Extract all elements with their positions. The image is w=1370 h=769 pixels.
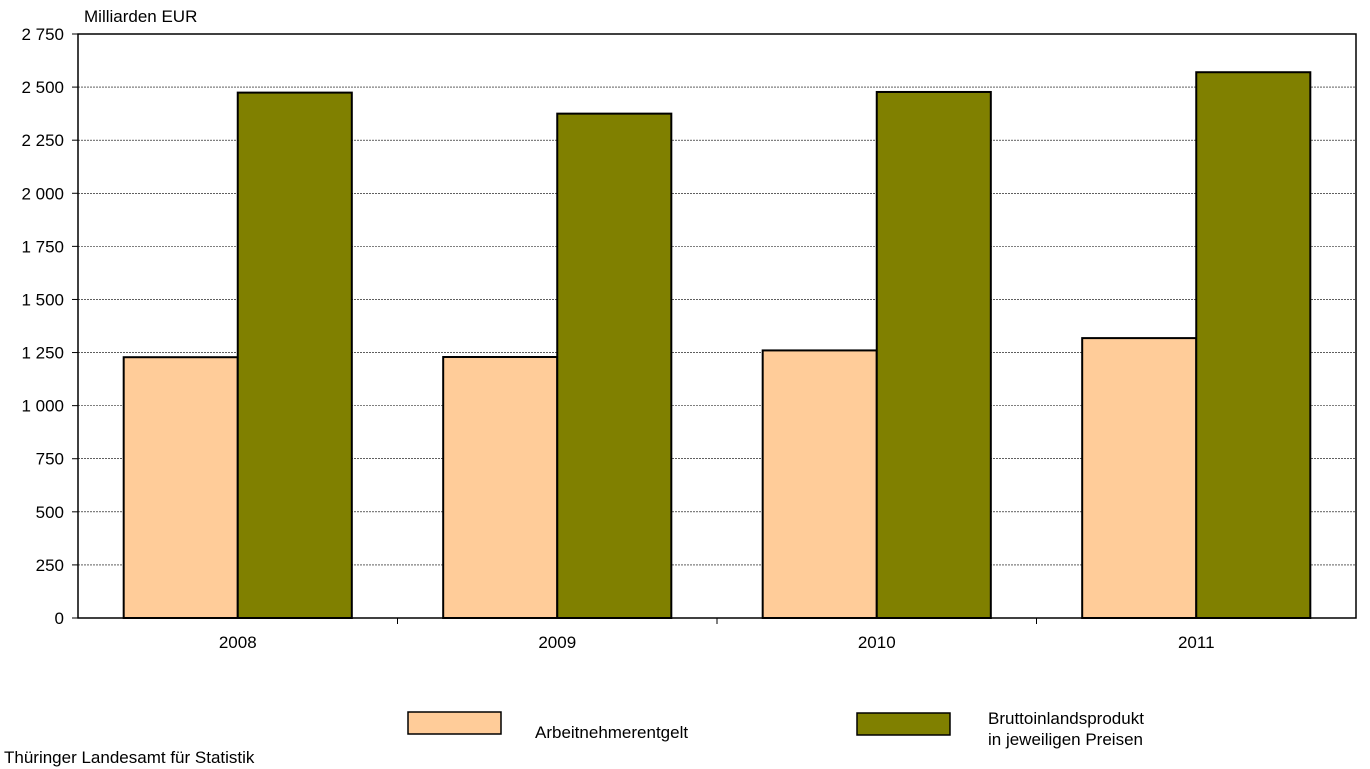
y-tick-label: 250 <box>36 556 64 575</box>
y-tick-label: 2 250 <box>21 131 64 150</box>
x-tick-label: 2008 <box>219 633 257 652</box>
legend-swatch-1 <box>407 711 502 735</box>
x-tick-label: 2011 <box>1178 633 1215 652</box>
y-axis-ticks: 0 250 500 750 1 000 1 250 1 500 1 750 2 000 2 250… <box>21 25 78 628</box>
bar-bruttoinlandsprodukt-2011 <box>1195 71 1312 619</box>
bar-bruttoinlandsprodukt-2008 <box>236 91 353 619</box>
y-tick-label: 500 <box>36 503 64 522</box>
bar-arbeitnehmerentgelt-2009 <box>442 356 559 619</box>
legend-label-arbeitnehmerentgelt: Arbeitnehmerentgelt <box>535 722 688 743</box>
y-tick-label: 2 000 <box>21 184 64 203</box>
y-tick-label: 1 500 <box>21 290 64 309</box>
x-axis-ticks: 2008 2009 2010 2011 <box>219 618 1215 652</box>
x-tick-label: 2010 <box>858 633 896 652</box>
bars <box>122 71 1312 620</box>
y-tick-label: 2 750 <box>21 25 64 44</box>
legend <box>407 711 951 736</box>
legend-swatch-2 <box>856 712 951 736</box>
y-tick-label: 2 500 <box>21 78 64 97</box>
y-axis-label: Milliarden EUR <box>84 7 198 26</box>
legend-series-2-line-1: Bruttoinlandsprodukt <box>988 709 1144 728</box>
legend-series-2-line-2: in jeweiligen Preisen <box>988 730 1143 749</box>
legend-series-1-name: Arbeitnehmerentgelt <box>535 723 689 742</box>
x-tick-label: 2009 <box>538 633 576 652</box>
y-tick-label: 750 <box>36 450 64 469</box>
bar-arbeitnehmerentgelt-2010 <box>761 349 878 619</box>
plot-frame <box>77 33 1357 619</box>
bar-bruttoinlandsprodukt-2009 <box>556 112 673 620</box>
y-tick-label: 0 <box>55 609 64 628</box>
bar-arbeitnehmerentgelt-2011 <box>1081 337 1198 619</box>
bar-arbeitnehmerentgelt-2008 <box>122 356 239 619</box>
y-tick-label: 1 000 <box>21 397 64 416</box>
bar-bruttoinlandsprodukt-2010 <box>875 90 992 619</box>
legend-label-bruttoinlandsprodukt: Bruttoinlandsprodukt in jeweiligen Preis… <box>988 708 1144 750</box>
y-tick-label: 1 250 <box>21 344 64 363</box>
source-note: Thüringer Landesamt für Statistik <box>4 748 255 767</box>
y-tick-label: 1 750 <box>21 237 64 256</box>
